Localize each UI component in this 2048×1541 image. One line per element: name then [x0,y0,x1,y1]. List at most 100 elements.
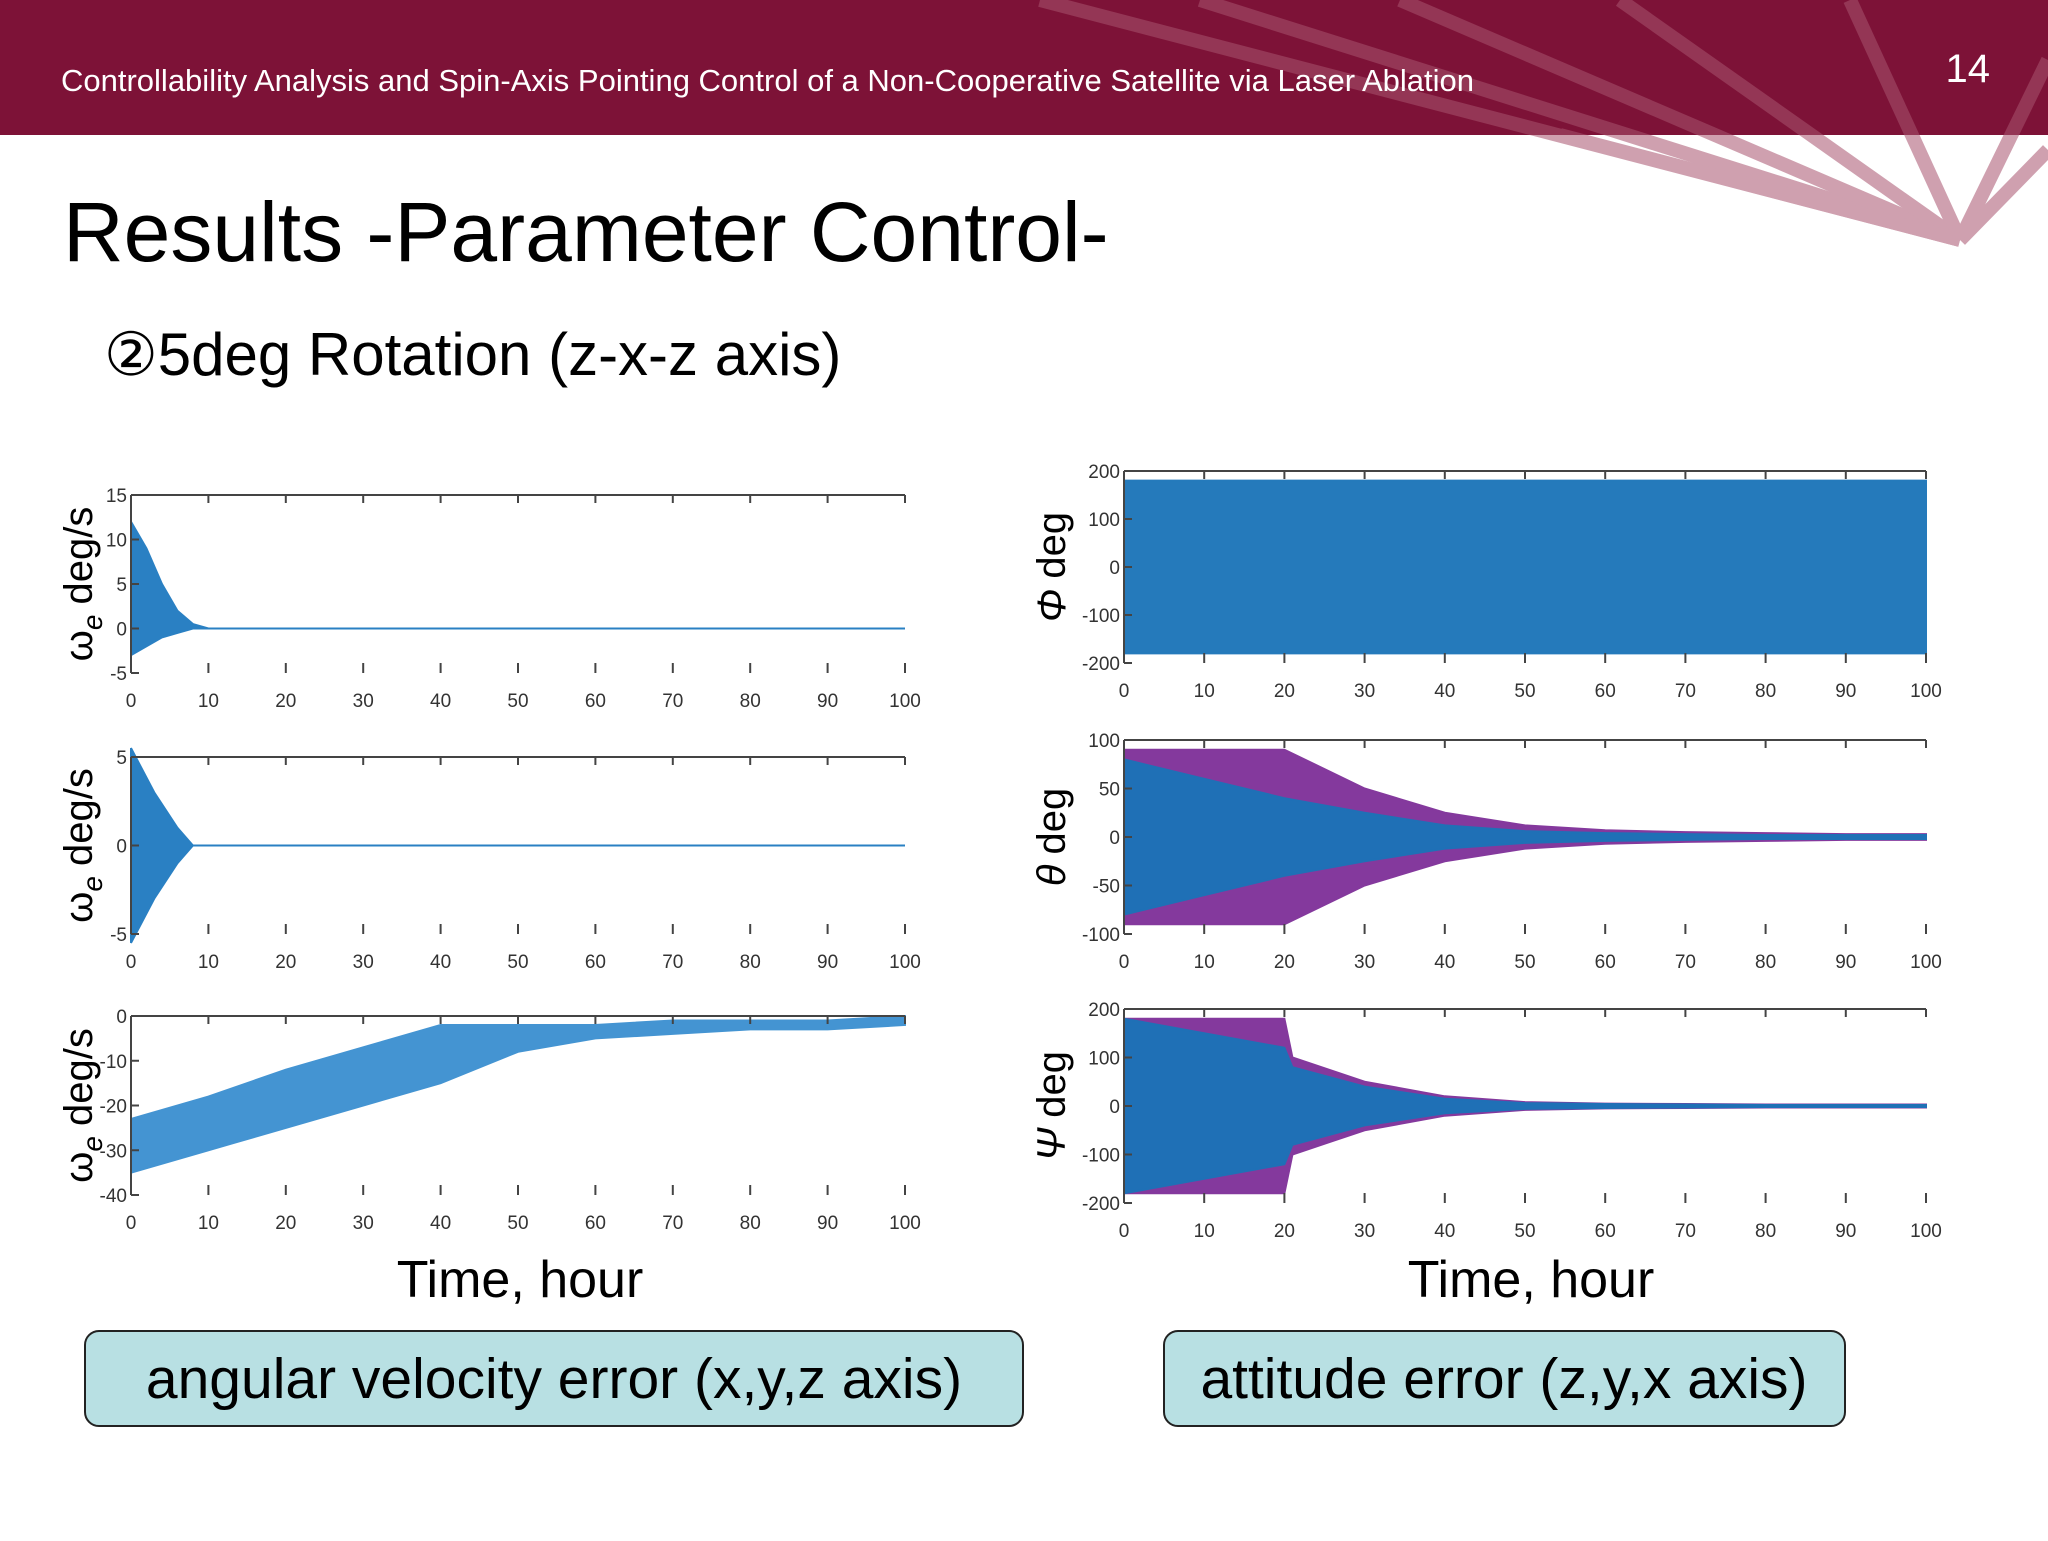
x-tick-label: 30 [1354,1221,1375,1242]
x-tick-label: 60 [585,691,606,712]
x-tick-label: 10 [198,691,219,712]
chart: 0 10 20 30 40 50 60 70 80 90 100 -100 -50 0 50 100 θ deg [1030,731,1942,973]
x-tick-label: 90 [1835,1221,1856,1242]
x-tick-label: 90 [817,1213,838,1234]
x-tick-label: 90 [817,691,838,712]
y-axis-label: Ψdeg [1030,1051,1074,1161]
x-tick-label: 100 [889,691,921,712]
y-label-symbol: ω [57,630,101,661]
y-tick-label: 100 [1088,1049,1120,1070]
y-tick-label: 0 [1109,828,1120,849]
x-tick-label: 20 [275,952,296,973]
y-axis-label: Φdeg [1030,512,1074,622]
x-tick-label: 90 [817,952,838,973]
y-tick-label: 0 [1109,558,1120,579]
x-tick-label: 20 [1274,1221,1295,1242]
chart: 0 10 20 30 40 50 60 70 80 90 100 -40 -30 -20 -10 0 ωe deg… [57,1007,921,1234]
x-tick-label: 0 [126,1213,137,1234]
y-axis-label: θ deg [1030,788,1074,886]
x-tick-label: 60 [585,1213,606,1234]
y-tick-label: 0 [116,1007,127,1028]
x-tick-label: 30 [1354,952,1375,973]
error-band [130,517,905,657]
x-tick-label: 50 [1514,952,1535,973]
x-tick-label: 10 [1194,1221,1215,1242]
y-tick-label: 5 [116,748,127,769]
x-tick-label: 100 [889,1213,921,1234]
x-tick-label: 80 [740,952,761,973]
x-tick-label: 20 [275,691,296,712]
y-tick-label: -30 [100,1141,127,1162]
caption: attitude error (z,y,x axis) [1200,1347,1807,1411]
x-tick-label: 0 [1119,681,1130,702]
y-label-unit: deg/s [57,507,101,605]
caption-box [84,1330,1024,1427]
y-tick-label: 200 [1088,462,1120,483]
x-tick-label: 40 [1434,1221,1455,1242]
y-label-unit: deg [1030,788,1074,855]
error-band [1123,1017,1927,1195]
x-tick-label: 40 [430,1213,451,1234]
x-tick-label: 0 [126,952,137,973]
y-tick-label: -100 [1082,925,1120,946]
x-tick-label: 80 [1755,952,1776,973]
y-label-symbol: ω [57,892,101,923]
y-tick-label: 100 [1088,510,1120,531]
x-tick-label: 100 [1910,952,1942,973]
x-tick-label: 90 [1835,681,1856,702]
x-tick-label: 30 [353,952,374,973]
x-tick-label: 30 [1354,681,1375,702]
error-band [130,1014,906,1174]
x-tick-label: 0 [1119,1221,1130,1242]
y-tick-label: -5 [110,925,127,946]
y-label-subscript: e [77,615,108,631]
x-tick-label: 80 [1755,1221,1776,1242]
x-tick-label: 60 [1595,1221,1616,1242]
page-number: 14 [1946,47,1991,91]
y-label-subscript: e [77,1136,108,1152]
x-tick-label: 30 [353,1213,374,1234]
y-axis-label: ωe deg/s [57,507,108,662]
y-tick-label: 15 [106,486,127,507]
error-band [1123,479,1927,655]
x-tick-label: 60 [585,952,606,973]
chart: 0 10 20 30 40 50 60 70 80 90 100 -5 0 5 ωe deg/s [57,747,921,973]
y-tick-label: 200 [1088,1000,1120,1021]
x-axis-label: Time, hour [397,1251,644,1309]
y-axis-label: ωe deg/s [57,768,108,923]
y-label-symbol: ω [57,1152,101,1183]
x-tick-label: 100 [889,952,921,973]
x-tick-label: 80 [740,691,761,712]
y-tick-label: -5 [110,664,127,685]
y-label-unit: deg/s [57,1028,101,1126]
y-label-symbol: θ [1030,864,1074,886]
y-tick-label: 50 [1099,780,1120,801]
y-tick-label: -20 [100,1097,127,1118]
y-tick-label: -200 [1082,1194,1120,1215]
y-tick-label: 100 [1088,731,1120,752]
x-tick-label: 20 [1274,952,1295,973]
y-tick-label: -100 [1082,606,1120,627]
x-tick-label: 30 [353,691,374,712]
x-tick-label: 70 [662,952,683,973]
y-label-subscript: e [77,876,108,892]
x-tick-label: 90 [1835,952,1856,973]
chart: 0 10 20 30 40 50 60 70 80 90 100 -200 -100 0 100 200 Ψde… [1030,1000,1942,1242]
y-label-symbol: Ψ [1030,1127,1074,1161]
x-tick-label: 10 [1194,681,1215,702]
x-tick-label: 50 [1514,681,1535,702]
x-tick-label: 60 [1595,681,1616,702]
header-rays [1038,0,2048,247]
x-tick-label: 70 [1675,1221,1696,1242]
x-tick-label: 40 [1434,681,1455,702]
x-tick-label: 80 [740,1213,761,1234]
x-tick-label: 40 [430,691,451,712]
y-tick-label: 5 [116,575,127,596]
x-tick-label: 50 [507,952,528,973]
x-tick-label: 0 [126,691,137,712]
x-tick-label: 100 [1910,1221,1942,1242]
caption-box [1163,1330,1846,1427]
x-tick-label: 20 [275,1213,296,1234]
x-tick-label: 0 [1119,952,1130,973]
